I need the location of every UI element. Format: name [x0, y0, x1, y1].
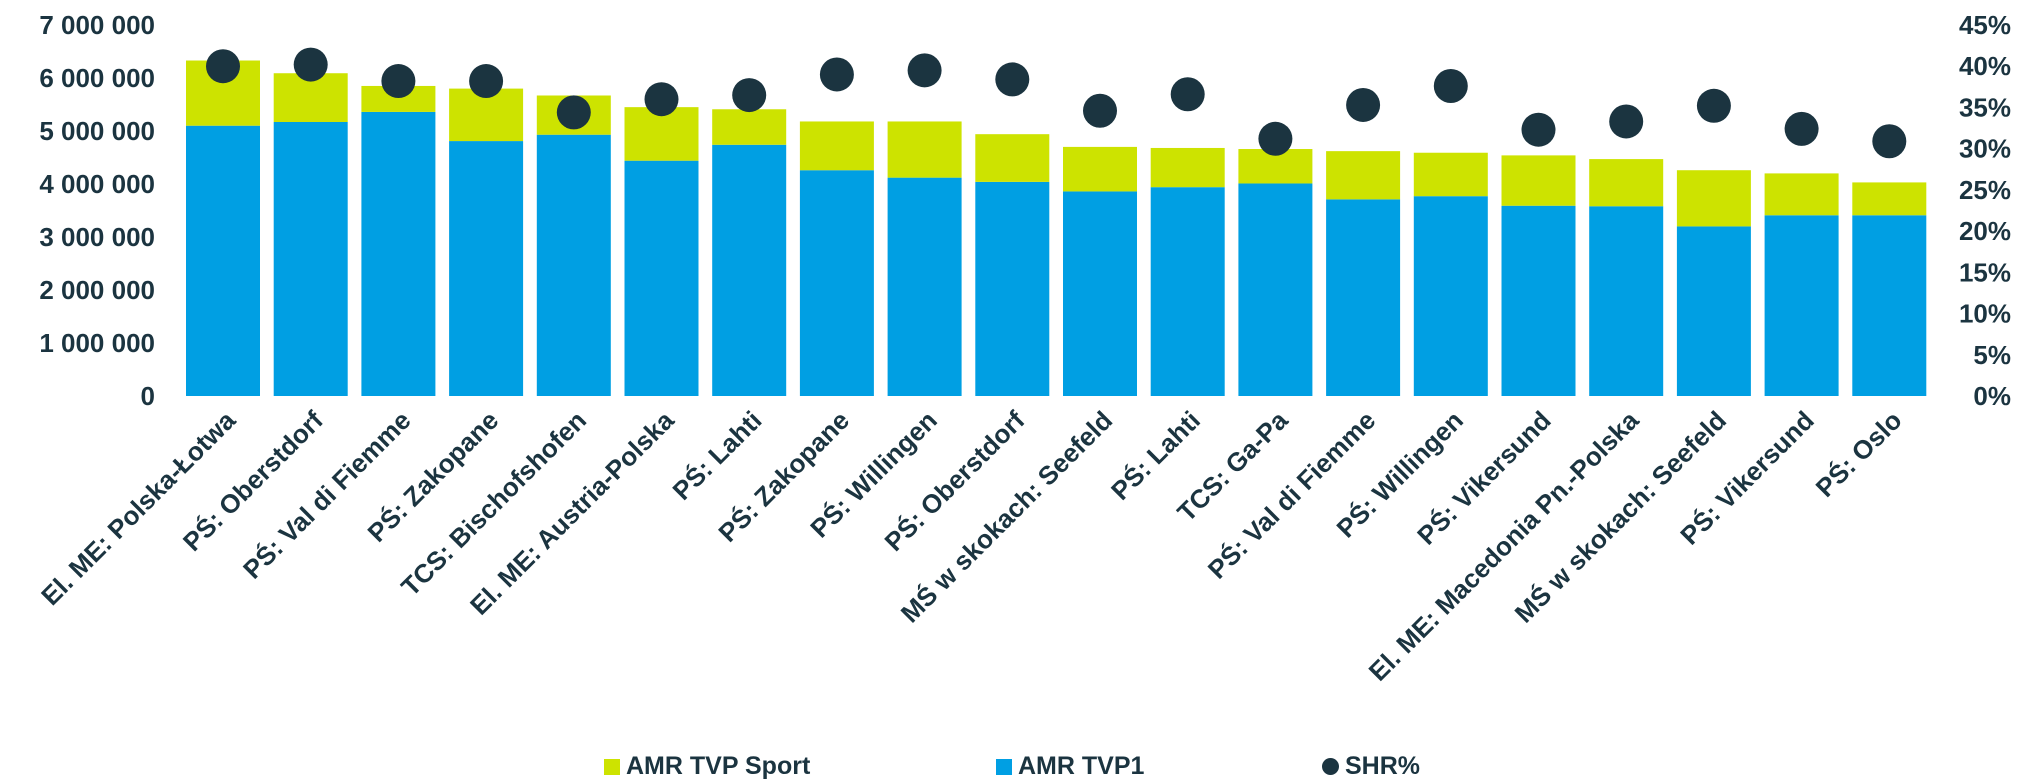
point-shr	[1258, 121, 1293, 156]
legend-item-amr-tvp1: AMR TVP1	[996, 752, 1144, 781]
point-shr	[293, 47, 328, 82]
y-right-tick-label: 45%	[1959, 10, 2011, 40]
point-shr	[644, 82, 679, 117]
legend-label-shr: SHR%	[1345, 752, 1421, 780]
bar-amr-tvp1	[799, 170, 874, 396]
bar-amr-tvp1	[1413, 196, 1488, 396]
bar-amr-tvp1	[1238, 183, 1313, 396]
y-left-tick-label: 5 000 000	[39, 116, 155, 146]
bar-amr-tvp1	[1589, 206, 1664, 396]
y-axis-left: 0 1 000 000 2 000 000 3 000 000 4 000 000 5 0…	[39, 10, 155, 411]
point-shr	[206, 49, 240, 84]
point-shr	[381, 64, 416, 99]
bar-amr-tvp1	[536, 134, 611, 396]
bar-amr-tvp1	[712, 144, 787, 396]
bars	[186, 60, 1927, 397]
x-category-label: PŚ: Oslo	[1810, 405, 1908, 503]
point-shr	[1083, 93, 1117, 128]
y-axis-right: 0% 5% 10% 15% 20% 25% 30% 35% 40% 45%	[1959, 10, 2011, 411]
bar-amr-tvp1	[975, 181, 1050, 396]
bar-amr-tvp-sport	[799, 121, 874, 171]
y-right-tick-label: 20%	[1959, 216, 2011, 246]
shr-points	[206, 47, 1907, 159]
point-shr	[1872, 124, 1907, 159]
bar-amr-tvp-sport	[1413, 152, 1488, 197]
bar-amr-tvp-sport	[1852, 182, 1927, 216]
legend: AMR TVP Sport AMR TVP1 SHR%	[0, 752, 2019, 782]
bar-amr-tvp1	[1676, 226, 1751, 396]
bar-amr-tvp1	[887, 177, 962, 396]
bar-amr-tvp1	[1150, 187, 1225, 396]
x-category-label: PŚ: Val di Fiemme	[237, 405, 417, 585]
legend-swatch-amr-tvp-sport	[604, 758, 620, 775]
point-shr	[1346, 87, 1381, 122]
bar-amr-tvp-sport	[1150, 147, 1225, 188]
point-shr	[1170, 77, 1205, 112]
point-shr	[1609, 104, 1644, 139]
bar-amr-tvp-sport	[1326, 151, 1401, 200]
point-shr	[819, 57, 854, 92]
bar-amr-tvp-sport	[1501, 155, 1576, 206]
point-shr	[995, 62, 1030, 97]
bar-amr-tvp1	[1764, 215, 1839, 396]
legend-label-amr-tvp-sport: AMR TVP Sport	[626, 752, 811, 780]
y-left-tick-label: 2 000 000	[39, 275, 155, 305]
point-shr	[556, 95, 591, 130]
legend-swatch-amr-tvp1	[996, 758, 1012, 775]
y-left-tick-label: 7 000 000	[39, 10, 155, 40]
bar-amr-tvp1	[624, 160, 699, 396]
bar-amr-tvp1	[1063, 191, 1137, 396]
legend-item-amr-tvp-sport: AMR TVP Sport	[604, 752, 810, 781]
point-shr	[1521, 112, 1556, 147]
bar-amr-tvp1	[361, 111, 436, 397]
point-shr	[1784, 111, 1819, 146]
bar-amr-tvp1	[273, 121, 348, 397]
bar-amr-tvp-sport	[975, 134, 1050, 182]
bar-amr-tvp1	[1501, 205, 1576, 396]
bar-amr-tvp1	[186, 125, 260, 396]
y-right-tick-label: 35%	[1959, 92, 2011, 122]
point-shr	[732, 78, 767, 113]
bar-amr-tvp-sport	[1589, 159, 1664, 207]
bar-amr-tvp1	[1852, 215, 1927, 396]
bar-amr-tvp-sport	[1764, 173, 1839, 216]
x-category-label: PŚ: Val di Fiemme	[1202, 405, 1382, 585]
bar-amr-tvp-sport	[887, 121, 962, 178]
y-left-tick-label: 1 000 000	[39, 328, 155, 358]
point-shr	[469, 64, 504, 99]
bar-amr-tvp-sport	[1676, 170, 1751, 227]
y-right-tick-label: 0%	[1973, 381, 2011, 411]
point-shr	[907, 53, 942, 88]
bar-amr-tvp-sport	[1063, 146, 1137, 192]
y-left-tick-label: 0	[141, 381, 155, 411]
y-right-tick-label: 15%	[1959, 257, 2011, 287]
y-right-tick-label: 10%	[1959, 299, 2011, 329]
y-left-tick-label: 6 000 000	[39, 63, 155, 93]
legend-item-shr: SHR%	[1322, 752, 1420, 781]
y-left-tick-label: 4 000 000	[39, 169, 155, 199]
y-right-tick-label: 5%	[1973, 340, 2011, 370]
bar-amr-tvp-sport	[712, 109, 787, 145]
legend-swatch-shr	[1322, 758, 1339, 775]
point-shr	[1433, 69, 1468, 104]
y-right-tick-label: 30%	[1959, 134, 2011, 164]
bar-amr-tvp1	[449, 141, 524, 396]
y-left-tick-label: 3 000 000	[39, 222, 155, 252]
y-right-tick-label: 25%	[1959, 175, 2011, 205]
bar-amr-tvp1	[1326, 199, 1401, 396]
y-right-tick-label: 40%	[1959, 51, 2011, 81]
point-shr	[1696, 88, 1731, 123]
legend-label-amr-tvp1: AMR TVP1	[1018, 752, 1145, 780]
